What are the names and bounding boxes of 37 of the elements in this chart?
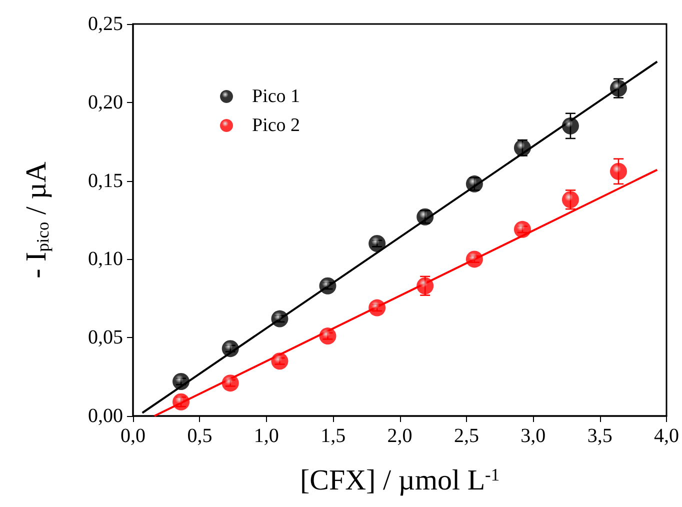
y-tick-label: 0,25 (88, 13, 123, 35)
legend-label: Pico 2 (252, 115, 300, 136)
point (562, 117, 579, 134)
point (368, 299, 386, 316)
x-tick-label: 1,0 (254, 425, 279, 447)
point (368, 235, 386, 252)
y-axis-title: - Ipico / µA (20, 162, 52, 278)
point (271, 310, 288, 328)
point (610, 162, 627, 180)
point (416, 208, 434, 226)
point (271, 352, 288, 370)
x-tick-label: 0,5 (187, 425, 212, 447)
x-tick-label: 2,0 (387, 425, 412, 447)
x-tick-label: 2,5 (454, 425, 479, 447)
x-tick-label: 3,5 (587, 425, 612, 447)
point (222, 374, 239, 392)
x-tick-label: 0,0 (120, 425, 146, 447)
point (514, 139, 531, 156)
point (514, 220, 531, 238)
y-tick-label: 0,15 (88, 170, 123, 192)
point (319, 277, 336, 294)
point (172, 373, 190, 390)
legend-label: Pico 1 (252, 86, 300, 107)
x-tick-label: 3,0 (520, 425, 546, 447)
point (172, 393, 190, 410)
point (222, 340, 239, 358)
y-tick-label: 0,10 (88, 248, 123, 270)
x-tick-label: 4,0 (654, 425, 679, 447)
point (416, 277, 434, 294)
point (466, 175, 483, 192)
point (319, 328, 336, 345)
y-tick-label: 0,00 (88, 405, 123, 427)
y-tick-label: 0,05 (88, 326, 123, 349)
x-tick-label: 1,5 (320, 425, 346, 447)
point (466, 250, 483, 268)
point (562, 191, 579, 208)
y-tick-label: 0,20 (88, 91, 123, 114)
